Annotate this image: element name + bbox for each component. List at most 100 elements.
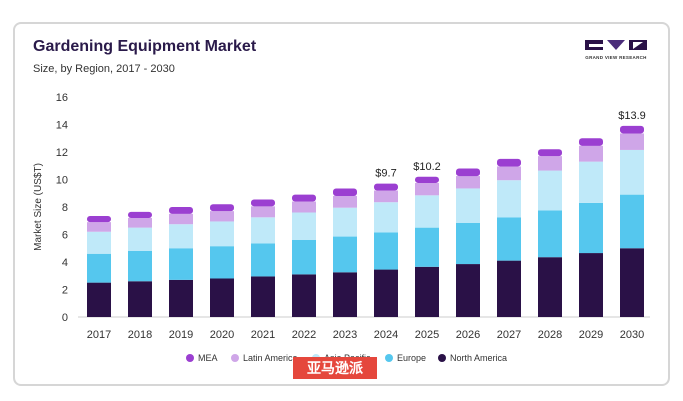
bar-segment-europe xyxy=(415,227,439,267)
x-tick-label: 2025 xyxy=(415,329,439,341)
watermark-badge xyxy=(293,357,377,379)
x-tick-label: 2021 xyxy=(251,329,275,341)
bar-segment-asia-pacific xyxy=(620,149,644,195)
bar-segment-asia-pacific xyxy=(333,207,357,237)
chart-subtitle: Size, by Region, 2017 - 2030 xyxy=(33,63,175,75)
bar-segment-latin-america xyxy=(374,190,398,203)
x-tick-label: 2024 xyxy=(374,329,398,341)
bar-segment-latin-america xyxy=(538,156,562,171)
x-tick-label: 2023 xyxy=(333,329,357,341)
bar-segment-mea xyxy=(292,194,316,202)
bar-segment-mea xyxy=(456,168,480,177)
bar-segment-europe xyxy=(128,251,152,282)
bar-segment-europe xyxy=(456,222,480,265)
bar-segment-latin-america xyxy=(210,211,234,222)
total-label: $9.7 xyxy=(375,168,396,180)
bar-segment-europe xyxy=(620,194,644,249)
legend-marker xyxy=(438,354,446,362)
bar-segment-asia-pacific xyxy=(579,161,603,203)
total-label: $13.9 xyxy=(618,110,646,122)
bar-segment-asia-pacific xyxy=(538,170,562,211)
x-axis: 2017 2018 2019 2020 2021 2022 2023 2024 2025 2026… xyxy=(87,329,644,341)
bar-segment-latin-america xyxy=(497,166,521,181)
x-tick-label: 2018 xyxy=(128,329,152,341)
bar-segment-mea xyxy=(251,199,275,207)
bar-segment-europe xyxy=(497,217,521,261)
bar-segment-north-america xyxy=(128,281,152,317)
bar-segment-latin-america xyxy=(169,213,193,225)
y-tick-label: 2 xyxy=(62,285,68,297)
bar-segment-europe xyxy=(538,210,562,258)
bar-segment-north-america xyxy=(538,257,562,317)
bar-segment-mea xyxy=(415,176,439,183)
x-tick-label: 2028 xyxy=(538,329,562,341)
legend-label: MEA xyxy=(198,353,218,363)
bar-segment-north-america xyxy=(87,282,111,317)
bar-segment-north-america xyxy=(579,253,603,317)
bar-segment-latin-america xyxy=(579,145,603,162)
bar-segment-mea xyxy=(538,149,562,157)
bar-segment-asia-pacific xyxy=(415,195,439,228)
bar-segment-mea xyxy=(620,125,644,134)
bar-segment-europe xyxy=(579,202,603,254)
bar-segment-asia-pacific xyxy=(251,217,275,244)
bar-segment-latin-america xyxy=(415,182,439,196)
x-tick-label: 2017 xyxy=(87,329,111,341)
bar-segment-europe xyxy=(292,240,316,275)
bar-segment-latin-america xyxy=(333,196,357,208)
bar-segment-mea xyxy=(128,211,152,218)
y-tick-label: 8 xyxy=(62,202,68,214)
bar-segment-europe xyxy=(374,232,398,270)
bar-stacks xyxy=(87,125,644,317)
y-tick-label: 10 xyxy=(56,175,68,187)
bar-segment-europe xyxy=(87,253,111,283)
bar-segment-europe xyxy=(333,236,357,273)
watermark: 亚马逊派 xyxy=(293,357,377,379)
grand-view-research-logo: GRAND VIEW RESEARCH xyxy=(581,38,651,64)
bar-segment-latin-america xyxy=(251,206,275,218)
legend-marker xyxy=(385,354,393,362)
y-tick-label: 6 xyxy=(62,230,68,242)
bar-segment-mea xyxy=(579,138,603,146)
bar-segment-asia-pacific xyxy=(292,212,316,240)
bar-segment-latin-america xyxy=(620,133,644,150)
bar-segment-europe xyxy=(210,246,234,279)
bar-segment-mea xyxy=(210,204,234,212)
bar-segment-asia-pacific xyxy=(169,224,193,249)
x-tick-label: 2020 xyxy=(210,329,234,341)
x-tick-label: 2029 xyxy=(579,329,603,341)
legend-marker xyxy=(231,354,239,362)
legend-label: Latin America xyxy=(243,353,298,363)
legend-marker xyxy=(186,354,194,362)
y-tick-label: 12 xyxy=(56,147,68,159)
x-tick-label: 2026 xyxy=(456,329,480,341)
chart-title: Gardening Equipment Market xyxy=(33,38,257,55)
x-tick-label: 2027 xyxy=(497,329,521,341)
bar-segment-latin-america xyxy=(456,176,480,189)
logo-text: GRAND VIEW RESEARCH xyxy=(585,55,647,60)
bar-segment-mea xyxy=(497,158,521,167)
legend-label: North America xyxy=(450,353,507,363)
bar-segment-asia-pacific xyxy=(210,221,234,247)
total-label: $10.2 xyxy=(413,161,441,173)
bar-segment-europe xyxy=(169,248,193,280)
bar-segment-north-america xyxy=(333,272,357,317)
y-tick-label: 16 xyxy=(56,92,68,104)
bar-segment-north-america xyxy=(415,266,439,317)
logo-icon xyxy=(585,40,647,50)
bar-segment-latin-america xyxy=(292,201,316,213)
x-tick-label: 2022 xyxy=(292,329,316,341)
bar-segment-north-america xyxy=(210,278,234,317)
watermark-text: 亚马逊派 xyxy=(307,361,364,377)
bar-segment-asia-pacific xyxy=(456,188,480,223)
bar-segment-mea xyxy=(333,188,357,196)
bar-segment-latin-america xyxy=(128,218,152,228)
y-tick-label: 0 xyxy=(62,312,68,324)
x-tick-label: 2019 xyxy=(169,329,193,341)
bar-segment-north-america xyxy=(374,269,398,317)
y-axis: 0 2 4 6 8 10 12 14 16 xyxy=(56,92,68,324)
bar-segment-asia-pacific xyxy=(128,227,152,251)
legend-label: Europe xyxy=(397,353,426,363)
x-tick-label: 2030 xyxy=(620,329,644,341)
